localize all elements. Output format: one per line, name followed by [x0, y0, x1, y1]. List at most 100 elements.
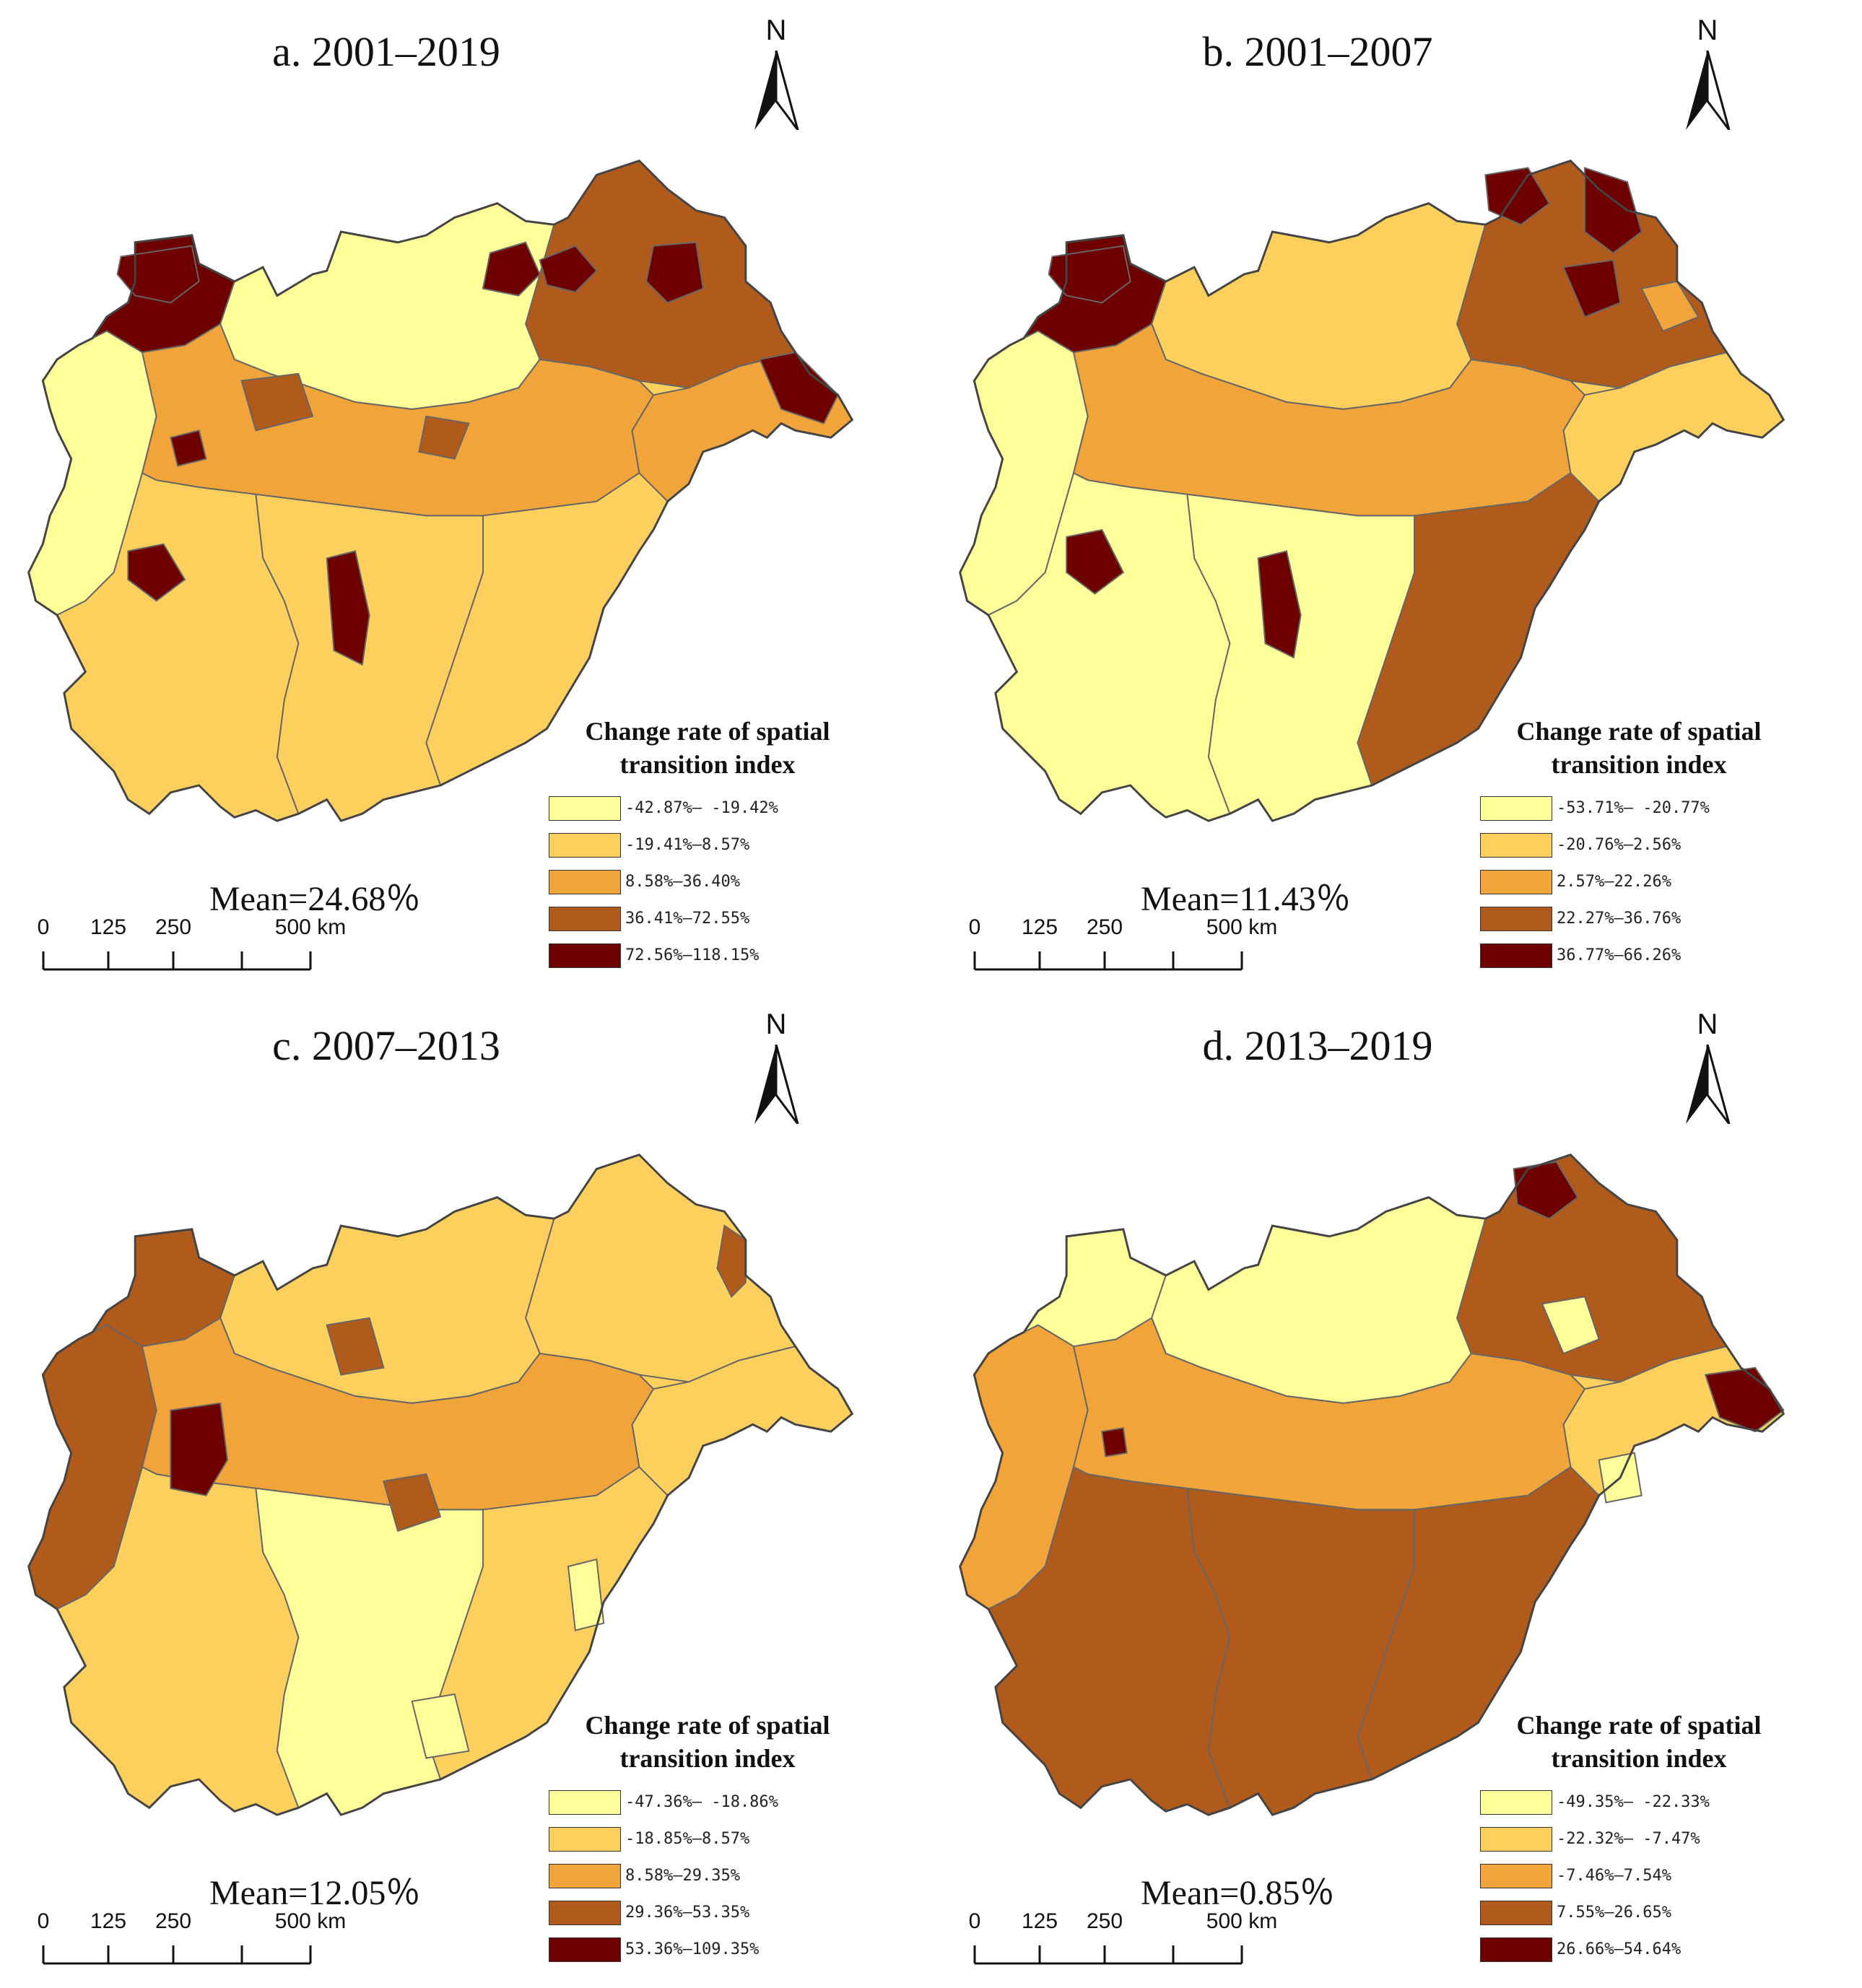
- map-panel: b. 2001–2007 N Change rate of spatial trans…: [931, 0, 1862, 994]
- legend-item: -7.46%—7.54%: [1480, 1857, 1798, 1894]
- map-region: [1541, 1296, 1600, 1355]
- map-panel: a. 2001–2019 N Change rate of spatial trans…: [0, 0, 931, 994]
- legend-swatch: [549, 832, 621, 858]
- scale-tick-label: 0: [968, 915, 981, 939]
- north-label: N: [1697, 1008, 1718, 1040]
- region-outline: [959, 1153, 1785, 1816]
- legend-label: 22.27%—36.76%: [1557, 910, 1682, 928]
- legend-label: 72.56%—118.15%: [625, 946, 760, 964]
- scale-bar: 0 125 250 500 km: [960, 915, 1278, 973]
- map-region: [1704, 1366, 1785, 1433]
- north-arrow-icon: [754, 1045, 799, 1124]
- north-label: N: [765, 14, 787, 46]
- legend-swatch: [549, 869, 621, 894]
- scale-bar-line: [973, 951, 1243, 971]
- mean-value: Mean=0.85％: [1141, 1874, 1335, 1912]
- legend-label: -20.76%—2.56%: [1557, 836, 1682, 854]
- legend-item: 36.41%—72.55%: [549, 900, 866, 937]
- scale-tick-label: 250: [1086, 915, 1123, 939]
- map-region: [567, 1558, 605, 1631]
- scale-bar: 0 125 250 500 km: [960, 1909, 1278, 1967]
- map-region: [326, 550, 370, 666]
- legend-item: 29.36%—53.35%: [549, 1894, 866, 1931]
- map-region: [1456, 1154, 1728, 1383]
- legend-title-line: transition index: [1551, 750, 1727, 779]
- scale-tick-label: 500 km: [1206, 1909, 1278, 1933]
- map-region: [645, 241, 704, 304]
- legend-label: -18.85%—8.57%: [625, 1830, 750, 1848]
- legend-label: -42.87%— -19.42%: [625, 799, 778, 817]
- region-outline: [27, 159, 854, 822]
- legend-title-line: Change rate of spatial: [1516, 1711, 1762, 1740]
- legend-item: 7.55%—26.65%: [1480, 1894, 1798, 1931]
- legend-item: 72.56%—118.15%: [549, 937, 866, 974]
- legend-label: 8.58%—29.35%: [625, 1867, 740, 1885]
- legend-swatch: [1480, 1789, 1552, 1815]
- scale-tick-label: 250: [1086, 1909, 1123, 1933]
- map-region: [524, 1154, 797, 1383]
- panel-title: a. 2001–2019: [272, 28, 500, 75]
- map-region: [1484, 167, 1551, 226]
- legend-title-line: Change rate of spatial: [1516, 717, 1762, 746]
- legend-item: -20.76%—2.56%: [1480, 827, 1798, 863]
- legend-label: 26.66%—54.64%: [1557, 1940, 1682, 1958]
- mean-value: Mean=11.43％: [1141, 880, 1351, 918]
- map-region: [539, 245, 598, 293]
- legend-title: Change rate of spatial transition index: [549, 715, 866, 781]
- legend-title: Change rate of spatial transition index: [1480, 1709, 1798, 1775]
- scale-tick-label: 125: [90, 915, 127, 939]
- region-outline: [959, 159, 1785, 822]
- map-region: [716, 1224, 747, 1298]
- choropleth-map: [27, 159, 854, 822]
- legend-swatch: [549, 906, 621, 931]
- scale-tick-label: 0: [968, 1909, 981, 1933]
- legend-swatch: [1480, 1863, 1552, 1888]
- map-region: [1562, 259, 1622, 318]
- map-region: [170, 1402, 229, 1496]
- legend-label: 2.57%—22.26%: [1557, 873, 1671, 891]
- scale-tick-label: 500 km: [274, 915, 347, 939]
- legend-item: -22.32%— -7.47%: [1480, 1821, 1798, 1857]
- scale-bar-line: [42, 1945, 312, 1965]
- legend-label: 53.36%—109.35%: [625, 1940, 760, 1958]
- legend-item: 22.27%—36.76%: [1480, 900, 1798, 937]
- legend: Change rate of spatial transition index -4…: [549, 1709, 866, 1968]
- legend-label: -22.32%— -7.47%: [1557, 1830, 1700, 1848]
- north-label: N: [1697, 14, 1718, 46]
- map-region: [383, 1473, 442, 1533]
- legend-title-line: Change rate of spatial: [585, 717, 830, 746]
- legend-label: 36.41%—72.55%: [625, 910, 750, 928]
- legend-label: -7.46%—7.54%: [1557, 1867, 1671, 1885]
- north-arrow: N: [744, 1008, 809, 1124]
- legend-label: 8.58%—36.40%: [625, 873, 740, 891]
- legend-swatch: [1480, 1826, 1552, 1852]
- panel-title: d. 2013–2019: [1202, 1022, 1433, 1069]
- legend-item: 26.66%—54.64%: [1480, 1931, 1798, 1968]
- scale-bar-line: [973, 1945, 1243, 1965]
- legend-swatch: [549, 1863, 621, 1888]
- north-arrow: N: [744, 14, 809, 130]
- legend-item: 8.58%—29.35%: [549, 1857, 866, 1894]
- legend-item: 36.77%—66.26%: [1480, 937, 1798, 974]
- scale-bar: 0 125 250 500 km: [29, 915, 347, 973]
- legend-item: 8.58%—36.40%: [549, 863, 866, 900]
- north-arrow-icon: [1686, 1045, 1731, 1124]
- legend-item: -47.36%— -18.86%: [549, 1784, 866, 1821]
- map-panel: c. 2007–2013 N Change rate of spatial trans…: [0, 994, 931, 1988]
- legend-label: -47.36%— -18.86%: [625, 1793, 778, 1811]
- choropleth-map: [27, 1153, 854, 1816]
- legend-swatch: [1480, 795, 1552, 821]
- legend-label: -19.41%—8.57%: [625, 836, 750, 854]
- map-region: [411, 1693, 470, 1759]
- panel-title: c. 2007–2013: [272, 1022, 500, 1069]
- map-panel: d. 2013–2019 N Change rate of spatial trans…: [931, 994, 1862, 1988]
- north-arrow: N: [1675, 14, 1740, 130]
- map-region: [1640, 280, 1700, 332]
- scale-tick-label: 0: [37, 915, 50, 939]
- map-region: [759, 352, 839, 424]
- legend-title: Change rate of spatial transition index: [549, 1709, 866, 1775]
- scale-bar-line: [42, 951, 312, 971]
- legend-title-line: transition index: [619, 750, 796, 779]
- legend-label: 7.55%—26.65%: [1557, 1904, 1671, 1922]
- scale-tick-label: 0: [37, 1909, 50, 1933]
